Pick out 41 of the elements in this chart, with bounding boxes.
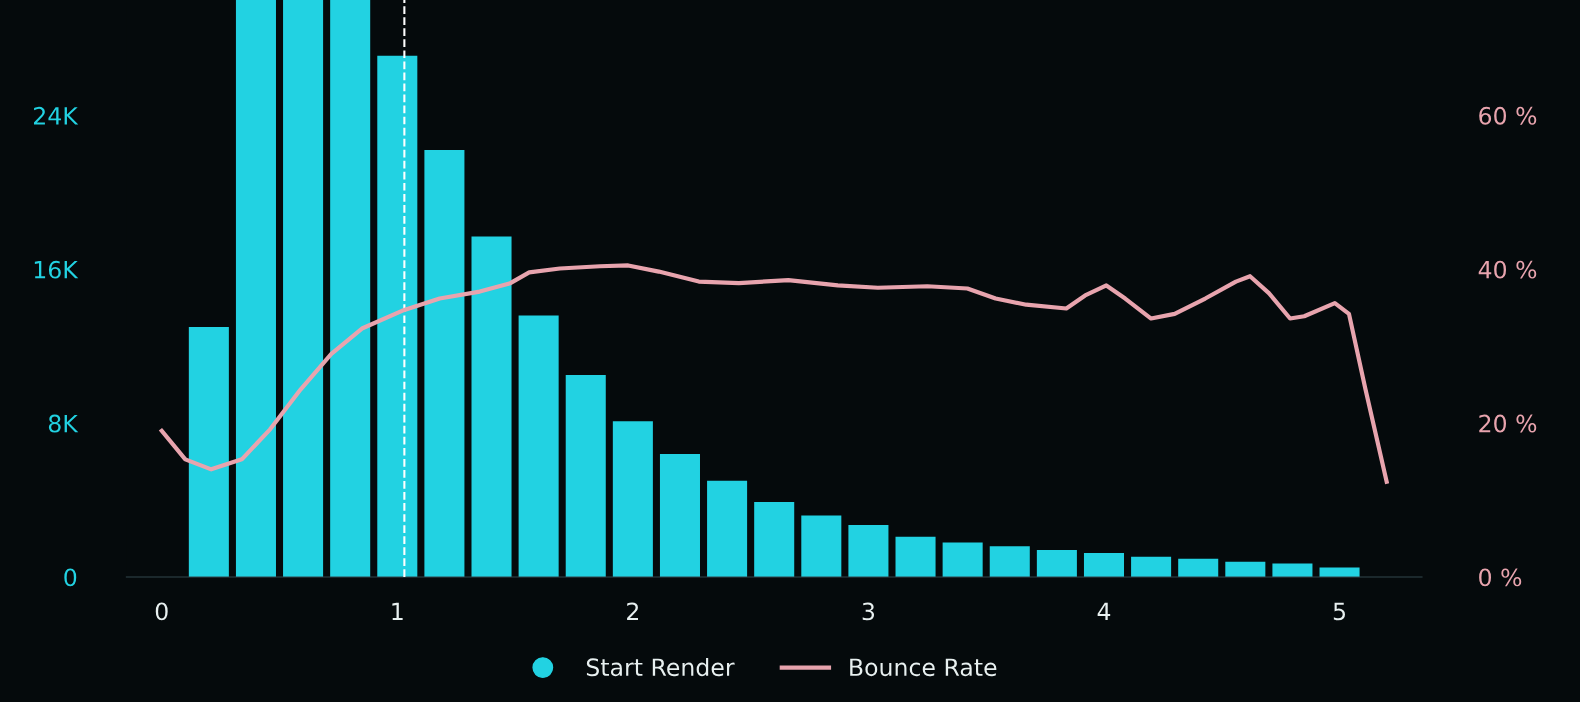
y2-tick-label: 20 %	[1479, 414, 1537, 433]
bar	[471, 236, 512, 578]
bar	[283, 0, 324, 578]
bar	[707, 480, 748, 578]
bar	[1036, 550, 1077, 578]
bar	[565, 375, 606, 578]
legend-label: Start Render	[586, 657, 735, 677]
bar	[1225, 561, 1266, 578]
legend-label: Bounce Rate	[850, 658, 997, 677]
bar	[989, 546, 1030, 578]
bar	[330, 0, 371, 578]
bar	[518, 315, 559, 578]
bar	[1131, 556, 1172, 578]
bar	[754, 502, 795, 578]
x-tick-label: 5	[1333, 602, 1345, 621]
x-tick-label: 2	[627, 602, 639, 620]
bar	[942, 542, 983, 578]
bar	[424, 150, 465, 578]
line-series	[159, 263, 1389, 484]
bar	[1319, 567, 1360, 578]
y2-tick-label: 40 %	[1478, 260, 1537, 279]
bar	[377, 55, 418, 578]
x-tick-label: 1	[392, 602, 403, 620]
x-tick-label: 0	[155, 602, 168, 621]
bar	[612, 421, 653, 578]
y-tick-label: 24K	[33, 106, 79, 125]
x-tick-label: 3	[862, 602, 875, 621]
bar	[235, 0, 276, 578]
bar	[801, 515, 842, 578]
y-tick-label: 8K	[48, 414, 79, 433]
bar	[895, 536, 936, 578]
bar	[848, 525, 889, 578]
y2-tick-label: 0 %	[1479, 568, 1522, 587]
bar	[1178, 558, 1219, 578]
x-tick-label: 4	[1097, 602, 1111, 620]
bar	[659, 453, 700, 578]
bar	[1083, 553, 1125, 578]
y-tick-label: 0	[64, 568, 77, 587]
y2-tick-label: 60 %	[1479, 106, 1537, 125]
y-tick-label: 16K	[34, 260, 79, 279]
bar	[188, 326, 229, 578]
